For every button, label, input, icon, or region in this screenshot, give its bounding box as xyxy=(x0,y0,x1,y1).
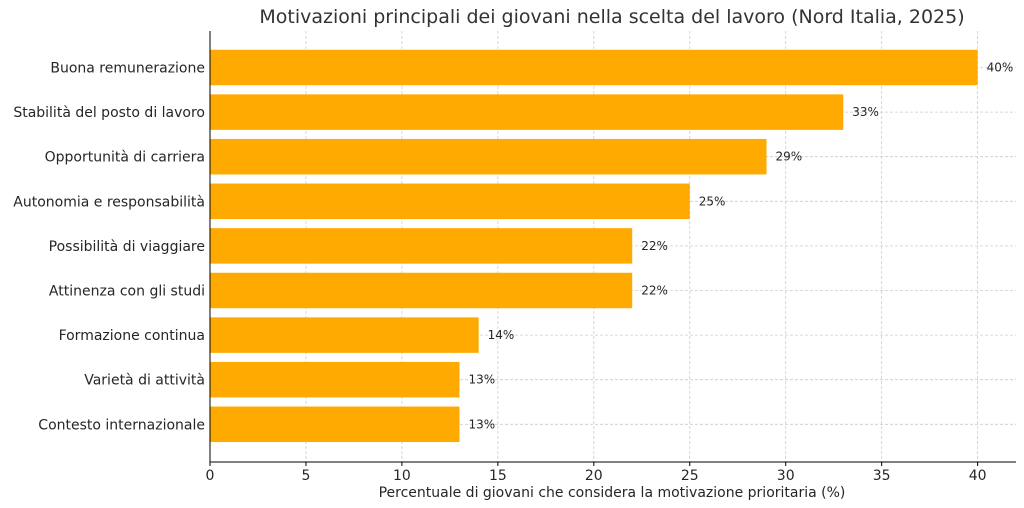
bar xyxy=(210,138,767,175)
data-label: 22% xyxy=(641,284,668,298)
x-tick-label: 30 xyxy=(777,468,795,484)
category-label: Attinenza con gli studi xyxy=(49,284,205,300)
category-label: Buona remunerazione xyxy=(50,61,205,77)
category-label: Varietà di attività xyxy=(84,373,205,389)
data-label: 40% xyxy=(987,61,1014,75)
bar xyxy=(210,317,479,353)
x-tick-label: 10 xyxy=(393,468,411,484)
chart-title: Motivazioni principali dei giovani nella… xyxy=(259,6,964,28)
category-label: Stabilità del posto di lavoro xyxy=(13,105,205,121)
bar xyxy=(210,361,460,398)
bar xyxy=(210,183,690,220)
bar xyxy=(210,272,633,309)
category-label: Possibilità di viaggiare xyxy=(49,239,205,255)
x-tick-label: 15 xyxy=(489,468,507,484)
bar xyxy=(210,94,844,130)
x-tick-label: 0 xyxy=(206,468,215,484)
axes: Buona remunerazione Stabilità del posto d… xyxy=(13,31,1016,484)
bar xyxy=(210,228,633,264)
category-label: Autonomia e responsabilità xyxy=(13,194,205,210)
x-axis-title: Percentuale di giovani che considera la … xyxy=(379,485,846,501)
x-tick-label: 35 xyxy=(873,468,891,484)
x-tick-label: 20 xyxy=(585,468,603,484)
x-tick-label: 25 xyxy=(681,468,699,484)
category-label: Formazione continua xyxy=(59,328,205,344)
bar xyxy=(210,406,460,443)
data-label: 33% xyxy=(852,105,879,119)
x-tick-label: 40 xyxy=(969,468,987,484)
category-label: Opportunità di carriera xyxy=(45,150,205,166)
category-label: Contesto internazionale xyxy=(38,417,205,433)
bar xyxy=(210,49,978,86)
bars: 40% 33% 29% 25% 22% 22% 14% 13% 13% xyxy=(210,49,1014,443)
x-tick-label: 5 xyxy=(301,468,310,484)
data-label: 29% xyxy=(776,150,803,164)
data-label: 14% xyxy=(488,328,515,342)
data-label: 25% xyxy=(699,194,726,208)
data-label: 22% xyxy=(641,239,668,253)
data-label: 13% xyxy=(468,373,495,387)
data-label: 13% xyxy=(468,417,495,431)
